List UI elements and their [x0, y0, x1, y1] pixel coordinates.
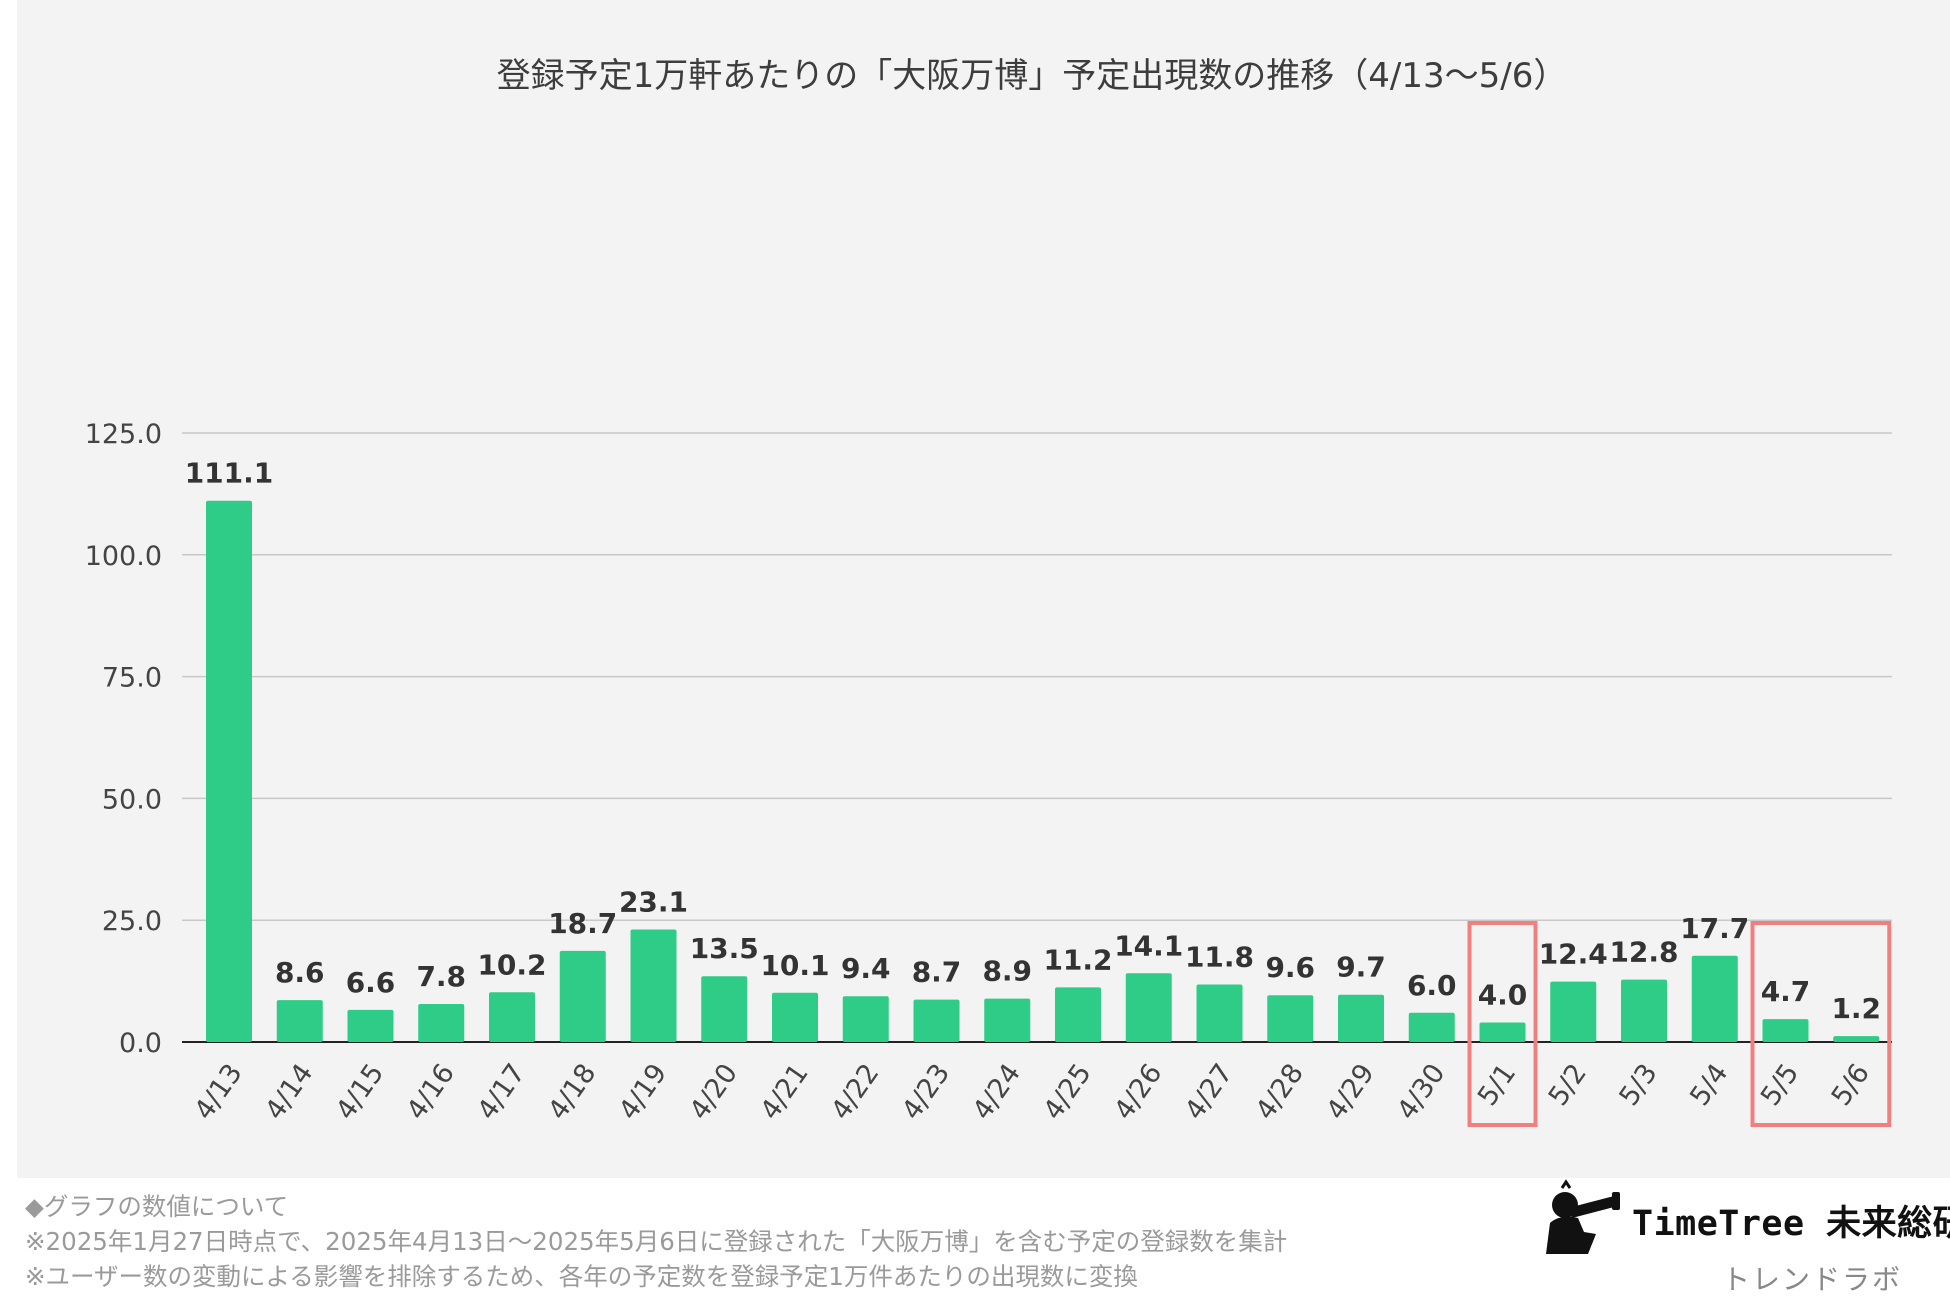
bar-4/28	[1267, 995, 1314, 1042]
x-tick-label: 4/20	[684, 1058, 744, 1125]
x-tick-label: 5/1	[1472, 1058, 1522, 1111]
data-label: 9.4	[841, 952, 891, 985]
x-tick-label: 4/18	[542, 1058, 602, 1125]
x-tick-label: 4/14	[259, 1058, 319, 1125]
x-axis-ticks: 4/13 4/14 4/15 4/16 4/17 4/18 4/19 4/20 4/21 4/22…	[189, 1058, 1876, 1125]
data-label: 7.8	[416, 960, 466, 993]
bars	[206, 500, 1880, 1042]
y-tick-label: 100.0	[85, 541, 162, 572]
x-tick-label: 5/5	[1755, 1058, 1805, 1111]
x-tick-label: 5/3	[1613, 1058, 1663, 1111]
data-label: 8.6	[275, 956, 325, 989]
bar-4/17	[489, 992, 535, 1042]
telescope-person-icon	[1546, 1179, 1620, 1254]
y-tick-label: 75.0	[102, 663, 162, 694]
x-tick-label: 4/30	[1391, 1058, 1451, 1125]
data-label: 8.7	[912, 956, 962, 989]
data-label: 23.1	[619, 885, 688, 918]
x-tick-label: 4/27	[1179, 1058, 1239, 1125]
notes-line-2: ※ユーザー数の変動による影響を排除するため、各年の予定数を登録予定1万件あたりの…	[25, 1262, 1138, 1291]
x-tick-label: 5/4	[1684, 1058, 1734, 1111]
data-label: 12.4	[1539, 938, 1608, 971]
x-tick-label: 4/15	[330, 1058, 390, 1125]
bar-4/19	[630, 929, 677, 1042]
data-label: 6.6	[346, 966, 396, 999]
data-labels: 111.1 8.6 6.6 7.8 10.218.723.113.510.1 9.4 8.7…	[185, 457, 1881, 1025]
data-label: 14.1	[1114, 929, 1183, 962]
x-tick-label: 5/6	[1826, 1058, 1876, 1111]
x-tick-label: 4/17	[472, 1058, 532, 1125]
y-tick-label: 25.0	[102, 906, 162, 937]
x-tick-label: 4/13	[189, 1058, 249, 1125]
bar-5/6	[1833, 1036, 1880, 1042]
bar-4/13	[206, 500, 252, 1042]
data-label: 11.2	[1043, 943, 1112, 976]
x-tick-label: 5/2	[1543, 1058, 1593, 1111]
bar-4/15	[347, 1009, 394, 1042]
highlight-box-1	[1750, 921, 1892, 1127]
bar-4/29	[1338, 994, 1384, 1042]
data-label: 13.5	[690, 932, 759, 965]
x-tick-label: 4/22	[825, 1058, 885, 1125]
data-label: 18.7	[548, 907, 617, 940]
chart-panel: 登録予定1万軒あたりの「大阪万博」予定出現数の推移（4/13〜5/6） 111.…	[17, 0, 1950, 1178]
chart-title: 登録予定1万軒あたりの「大阪万博」予定出現数の推移（4/13〜5/6）	[497, 56, 1568, 96]
x-tick-label: 4/23	[896, 1058, 956, 1125]
data-label: 8.9	[982, 955, 1032, 988]
bar-4/14	[276, 1000, 323, 1042]
data-label: 6.0	[1407, 969, 1457, 1002]
x-tick-label: 4/25	[1038, 1058, 1098, 1125]
bar-4/20	[701, 976, 748, 1042]
y-tick-label: 0.0	[119, 1028, 162, 1059]
bar-4/23	[913, 999, 960, 1042]
y-tick-label: 125.0	[85, 419, 162, 450]
bar-4/26	[1125, 973, 1172, 1042]
x-tick-label: 4/24	[967, 1058, 1027, 1125]
x-tick-label: 4/16	[401, 1058, 461, 1125]
brand-block: TimeTree 未来総研 トレンドラボ	[1538, 1178, 1950, 1316]
highlight-box-0	[1467, 921, 1538, 1127]
x-tick-label: 4/19	[613, 1058, 673, 1125]
x-tick-label: 4/28	[1250, 1058, 1310, 1125]
brand-subtitle: トレンドラボ	[1722, 1263, 1903, 1296]
y-tick-label: 50.0	[102, 784, 162, 815]
bar-chart: 登録予定1万軒あたりの「大阪万博」予定出現数の推移（4/13〜5/6） 111.…	[85, 56, 1892, 1127]
bar-5/1	[1479, 1022, 1526, 1042]
bar-4/27	[1196, 984, 1243, 1042]
bar-5/5	[1762, 1019, 1809, 1042]
x-tick-label: 4/29	[1321, 1058, 1381, 1125]
data-label: 12.8	[1609, 936, 1678, 969]
brand-name: TimeTree 未来総研	[1632, 1204, 1950, 1244]
bar-5/4	[1691, 955, 1738, 1042]
data-label: 9.6	[1265, 951, 1315, 984]
data-label: 17.7	[1680, 912, 1749, 945]
data-label: 10.1	[760, 949, 829, 982]
data-label: 4.7	[1761, 975, 1811, 1008]
data-label: 10.2	[477, 948, 546, 981]
bar-4/16	[418, 1003, 465, 1042]
chart-notes: ◆グラフの数値について ※2025年1月27日時点で、2025年4月13日〜20…	[25, 1189, 1505, 1294]
x-tick-label: 4/26	[1108, 1058, 1168, 1125]
bar-4/30	[1408, 1012, 1455, 1042]
data-label: 1.2	[1831, 992, 1881, 1025]
bar-5/3	[1621, 979, 1667, 1042]
bar-4/21	[772, 992, 818, 1042]
bar-5/2	[1550, 981, 1597, 1042]
bar-4/22	[842, 996, 889, 1042]
data-label: 111.1	[185, 457, 274, 490]
data-label: 9.7	[1336, 951, 1386, 984]
data-label: 11.8	[1185, 941, 1254, 974]
notes-line-1: ※2025年1月27日時点で、2025年4月13日〜2025年5月6日に登録され…	[25, 1227, 1288, 1256]
data-label: 4.0	[1478, 979, 1528, 1012]
notes-heading: ◆グラフの数値について	[25, 1192, 289, 1221]
bar-4/24	[984, 998, 1031, 1042]
x-tick-label: 4/21	[755, 1058, 815, 1125]
bar-4/18	[559, 950, 606, 1042]
gridlines	[182, 432, 1892, 1043]
y-axis-ticks: 0.0 25.0 50.0 75.0 100.0 125.0	[85, 419, 162, 1059]
bar-4/25	[1055, 987, 1101, 1042]
highlight-boxes	[1467, 921, 1892, 1127]
